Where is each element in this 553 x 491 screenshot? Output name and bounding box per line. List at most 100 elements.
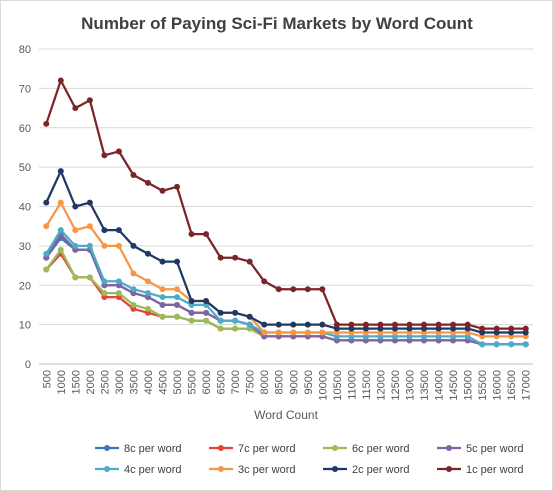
data-point-4-4500 <box>159 301 166 308</box>
x-tick-label-7000: 7000 <box>230 370 242 394</box>
legend-item-3: 6c per word <box>323 443 409 455</box>
y-tick-label-30: 30 <box>19 241 31 253</box>
data-point-8-1500 <box>72 105 79 112</box>
series-7 <box>43 168 529 336</box>
data-point-6-10000 <box>319 329 326 336</box>
legend-label-3: 6c per word <box>352 443 409 455</box>
series-line-4 <box>45 232 526 346</box>
chart-title: Number of Paying Sci-Fi Markets by Word … <box>81 14 473 33</box>
gridlines <box>39 48 533 326</box>
data-point-6-3500 <box>130 270 137 277</box>
data-point-8-500 <box>43 120 50 127</box>
data-point-5-3000 <box>115 278 122 285</box>
data-point-8-12000 <box>377 321 384 328</box>
x-tick-label-12500: 12500 <box>390 370 402 401</box>
data-point-5-17000 <box>522 341 529 348</box>
data-point-6-4500 <box>159 286 166 293</box>
data-point-6-9500 <box>304 329 311 336</box>
data-point-5-16500 <box>508 341 515 348</box>
y-tick-label-60: 60 <box>19 123 31 135</box>
x-tick-label-4000: 4000 <box>143 370 155 394</box>
data-point-5-6500 <box>217 317 224 324</box>
data-point-8-4000 <box>144 179 151 186</box>
data-point-6-1000 <box>57 199 64 206</box>
data-point-6-500 <box>43 223 50 230</box>
data-point-8-5500 <box>188 231 195 238</box>
x-tick-label-4500: 4500 <box>158 370 170 394</box>
x-tick-label-14500: 14500 <box>448 370 460 401</box>
legend: 8c per word 7c per word 6c per word 5c per … <box>95 443 523 476</box>
x-tick-label-9500: 9500 <box>303 370 315 394</box>
legend-item-4: 5c per word <box>437 443 523 455</box>
data-point-8-14500 <box>450 321 457 328</box>
data-point-7-6500 <box>217 309 224 316</box>
x-tick-label-15500: 15500 <box>477 370 489 401</box>
x-axis-label: Word Count <box>254 408 318 422</box>
data-point-7-7000 <box>232 309 239 316</box>
x-tick-label-10000: 10000 <box>317 370 329 401</box>
data-point-7-2500 <box>101 227 108 234</box>
data-point-8-11000 <box>348 321 355 328</box>
legend-label-1: 8c per word <box>124 443 181 455</box>
data-point-3-5000 <box>174 313 181 320</box>
data-point-8-3500 <box>130 172 137 178</box>
data-point-8-2500 <box>101 152 108 159</box>
data-point-8-3000 <box>115 148 122 155</box>
x-tick-label-5000: 5000 <box>172 370 184 394</box>
data-point-5-1000 <box>57 227 64 234</box>
data-point-7-8500 <box>275 321 282 328</box>
data-point-7-6000 <box>203 298 210 304</box>
data-point-7-3000 <box>115 227 122 234</box>
series-group <box>43 77 529 348</box>
x-tick-label-500: 500 <box>41 370 53 388</box>
legend-item-1: 8c per word <box>95 443 181 455</box>
y-axis-ticks: 0 10 20 30 40 50 60 70 80 <box>19 44 31 371</box>
data-point-5-7500 <box>246 321 253 328</box>
legend-item-7: 2c per word <box>323 464 409 476</box>
x-tick-label-16000: 16000 <box>492 370 504 401</box>
data-point-8-4500 <box>159 187 166 194</box>
data-point-8-12500 <box>391 321 398 328</box>
data-point-8-17000 <box>522 325 529 332</box>
x-tick-label-15000: 15000 <box>463 370 475 401</box>
legend-swatch-marker-8 <box>446 466 452 472</box>
data-point-3-1500 <box>72 274 79 281</box>
data-point-5-15500 <box>479 341 486 348</box>
x-tick-label-17000: 17000 <box>521 370 533 401</box>
data-point-3-2000 <box>86 274 93 281</box>
y-tick-label-80: 80 <box>19 44 31 56</box>
data-point-6-9000 <box>290 329 297 336</box>
data-point-6-8500 <box>275 329 282 336</box>
data-point-5-2000 <box>86 242 93 249</box>
data-point-7-9500 <box>304 321 311 328</box>
data-point-7-8000 <box>261 321 268 328</box>
data-point-7-9000 <box>290 321 297 328</box>
legend-label-4: 5c per word <box>466 443 523 455</box>
x-tick-label-2500: 2500 <box>99 370 111 394</box>
legend-label-7: 2c per word <box>352 464 409 476</box>
data-point-3-4500 <box>159 313 166 320</box>
series-6 <box>43 199 529 340</box>
x-tick-label-1000: 1000 <box>56 370 68 394</box>
data-point-4-6000 <box>203 309 210 316</box>
x-tick-label-13000: 13000 <box>405 370 417 401</box>
x-tick-label-16500: 16500 <box>506 370 518 401</box>
data-point-5-4500 <box>159 294 166 301</box>
data-point-8-10500 <box>333 321 340 328</box>
y-tick-label-70: 70 <box>19 83 31 95</box>
legend-swatch-marker-3 <box>332 445 338 451</box>
data-point-8-13500 <box>421 321 428 328</box>
data-point-5-5000 <box>174 294 181 301</box>
data-point-8-16000 <box>493 325 500 332</box>
data-point-8-6500 <box>217 254 224 261</box>
legend-label-5: 4c per word <box>124 464 181 476</box>
series-line-6 <box>45 201 526 338</box>
data-point-7-5000 <box>174 258 181 265</box>
data-point-3-500 <box>43 266 50 273</box>
x-tick-label-6500: 6500 <box>216 370 228 394</box>
x-tick-label-10500: 10500 <box>332 370 344 401</box>
data-point-8-6000 <box>203 231 210 238</box>
legend-swatch-marker-5 <box>104 466 110 472</box>
